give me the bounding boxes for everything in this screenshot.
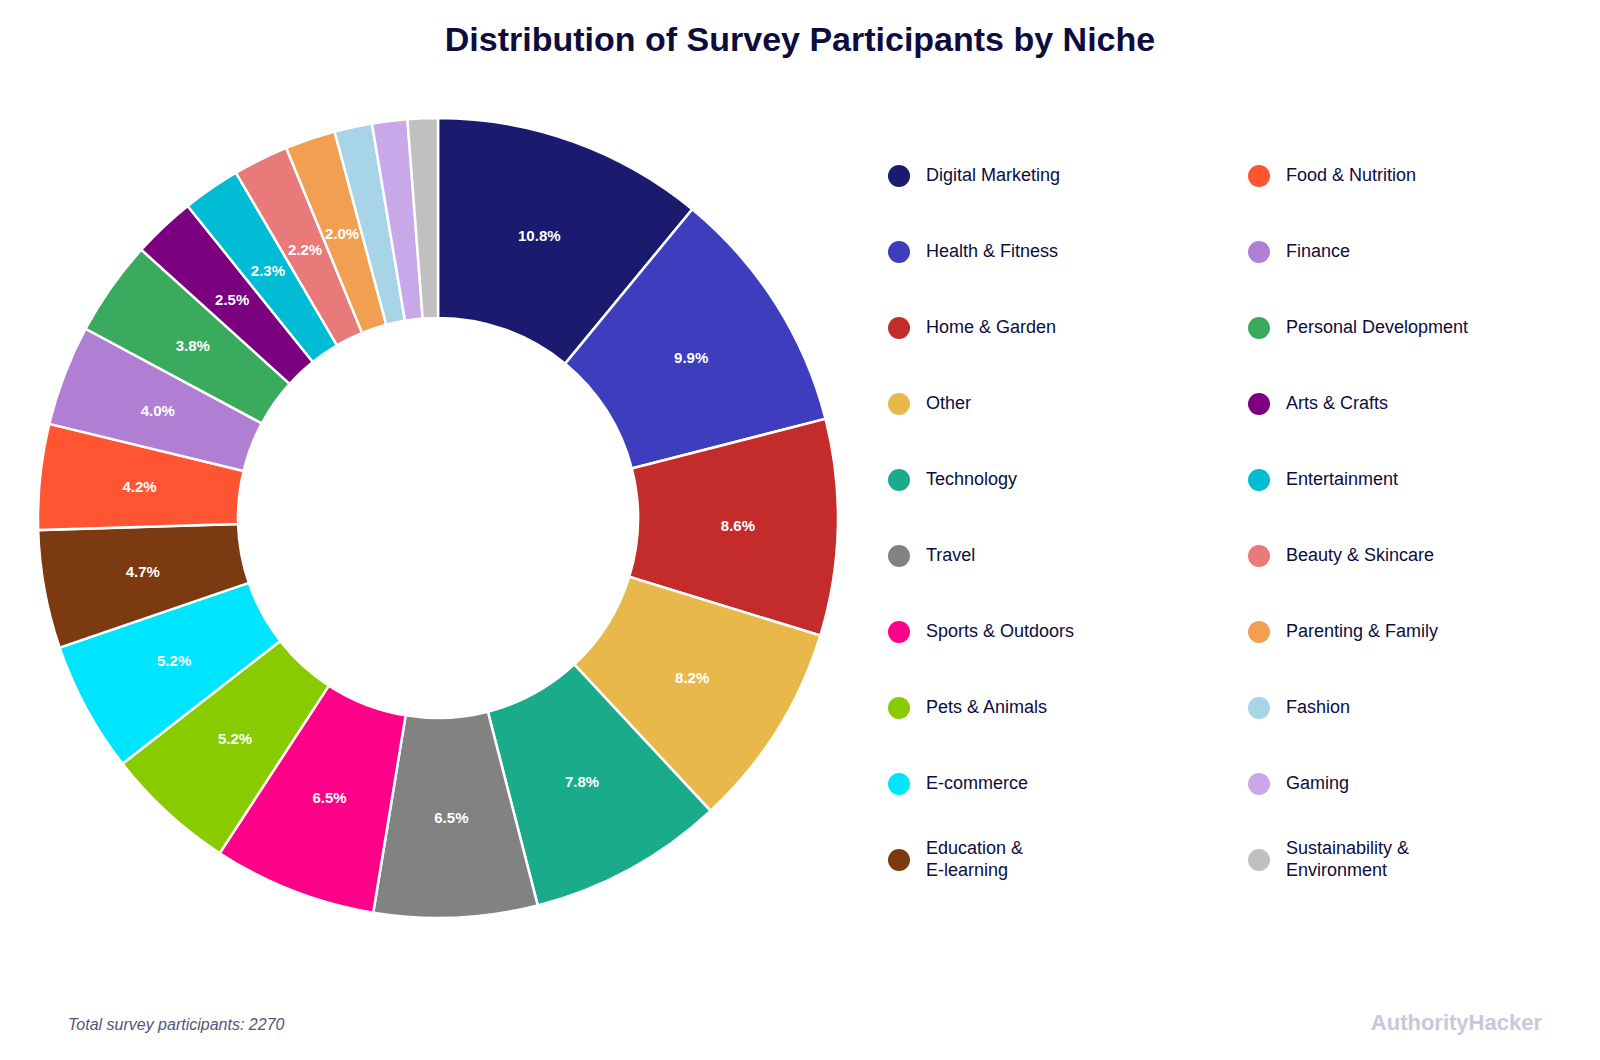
html-text:Food & Nutrition: Food & Nutrition	[1286, 165, 1417, 186]
svg-text:10.8%: 10.8%	[518, 227, 561, 244]
svg-text:2.0%: 2.0%	[325, 225, 359, 242]
svg-text:6.5%: 6.5%	[434, 809, 468, 826]
html-text:Sports & Outdoors: Sports & Outdoors	[926, 621, 1075, 642]
svg-text:3.8%: 3.8%	[176, 337, 210, 354]
html-text:Pets & Animals: Pets & Animals	[926, 697, 1048, 718]
svg-text:8.2%: 8.2%	[675, 669, 709, 686]
html-text:Technology: Technology	[926, 469, 1018, 490]
html-text:Home & Garden: Home & Garden	[926, 317, 1057, 338]
svg-text:5.2%: 5.2%	[157, 652, 191, 669]
html-text:Parenting & Family: Parenting & Family	[1286, 621, 1439, 642]
html-text:Gaming: Gaming	[1286, 773, 1349, 794]
html-text:Fashion: Fashion	[1286, 697, 1350, 718]
svg-text:2.3%: 2.3%	[251, 262, 285, 279]
html-text:Other: Other	[926, 393, 971, 414]
html-text:Travel: Travel	[926, 545, 976, 566]
svg-text:8.6%: 8.6%	[721, 517, 755, 534]
html-text:Education & E-learning: Education & E-learning	[926, 838, 1024, 880]
html-text:Finance: Finance	[1286, 241, 1350, 262]
svg-text:5.2%: 5.2%	[218, 730, 252, 747]
html-text:Entertainment: Entertainment	[1286, 469, 1399, 490]
html-text:Health & Fitness: Health & Fitness	[926, 241, 1059, 262]
svg-text:4.7%: 4.7%	[126, 563, 160, 580]
html-text:Beauty & Skincare: Beauty & Skincare	[1286, 545, 1435, 566]
svg-text:2.2%: 2.2%	[288, 241, 322, 258]
svg-text:9.9%: 9.9%	[674, 349, 708, 366]
svg-text:6.5%: 6.5%	[312, 789, 346, 806]
html-text:Arts & Crafts: Arts & Crafts	[1286, 393, 1388, 414]
html-text:E-commerce: E-commerce	[926, 773, 1028, 794]
html-text:Total survey participants: 227: Total survey participants: 2270	[68, 1016, 285, 1033]
html-text:Distribution of Survey Partici: Distribution of Survey Participants by N…	[444, 20, 1156, 58]
svg-text:2.5%: 2.5%	[215, 291, 249, 308]
html-text:AuthorityHacker: AuthorityHacker	[1370, 1010, 1542, 1035]
svg-text:7.8%: 7.8%	[565, 773, 599, 790]
html-text:Personal Development: Personal Development	[1286, 317, 1469, 338]
html-text:Digital Marketing: Digital Marketing	[926, 165, 1061, 186]
html-text:Sustainability & Environment: Sustainability & Environment	[1286, 838, 1410, 880]
svg-text:4.2%: 4.2%	[123, 478, 157, 495]
svg-text:4.0%: 4.0%	[141, 402, 175, 419]
